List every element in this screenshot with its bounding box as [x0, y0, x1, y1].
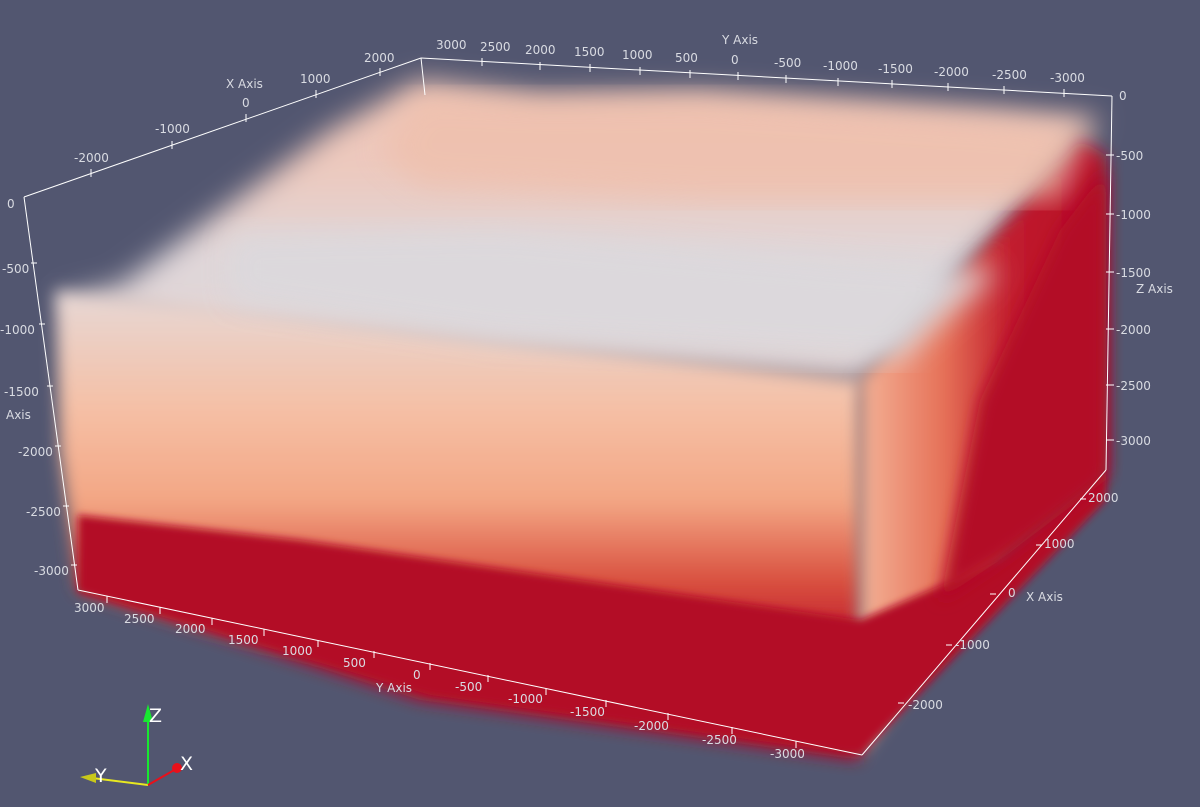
tick-label: -3000: [1116, 434, 1151, 448]
tick-label: 0: [413, 668, 421, 682]
tick-label: 0: [1008, 586, 1016, 600]
tick-label: -2500: [26, 505, 61, 519]
y-axis-title-bottom: Y Axis: [375, 681, 412, 695]
tick-label: 1500: [574, 45, 605, 59]
orientation-x-axis: [147, 768, 177, 786]
tick-label: -1500: [570, 705, 605, 719]
tick-label: -1000: [155, 122, 190, 136]
orientation-z-label: Z: [149, 705, 162, 727]
tick-label: -500: [774, 56, 801, 70]
axis-ticks: [31, 58, 1114, 748]
tick-label: 2000: [364, 51, 395, 65]
box-edge-back-vertical: [420, 57, 426, 96]
orientation-x-label: X: [180, 753, 193, 775]
tick-label: -3000: [34, 564, 69, 578]
x-axis-title-right: X Axis: [1026, 590, 1063, 604]
volume-top-warm-band: [380, 95, 1090, 200]
tick-label: -1500: [1116, 266, 1151, 280]
box-edge-bottom-right: [861, 469, 1107, 756]
orientation-y-axis: [91, 777, 149, 786]
tick-label: -2000: [934, 65, 969, 79]
box-edge-top-back: [420, 57, 1113, 97]
tick-label: -500: [1116, 149, 1143, 163]
y-axis-title-top: Y Axis: [721, 33, 758, 47]
tick-label: 2000: [525, 43, 556, 57]
tick-label: -2000: [908, 698, 943, 712]
tick-label: 2000: [175, 622, 206, 636]
right-x-axis-labels: 2000 1000 0 -1000 -2000 X Axis: [908, 491, 1119, 712]
z-axis-title-left: Axis: [6, 408, 31, 422]
tick-label: 1000: [622, 48, 653, 62]
volume-bottom-solid: [78, 470, 1106, 755]
tick-label: 0: [7, 197, 15, 211]
orientation-z-arrowhead: [143, 704, 153, 722]
orientation-y-arrowhead: [80, 773, 96, 783]
box-edge-bottom-front: [77, 589, 863, 756]
tick-label: -2000: [1116, 323, 1151, 337]
tick-label: 0: [731, 53, 739, 67]
tick-label: -2500: [702, 733, 737, 747]
tick-label: -1500: [4, 385, 39, 399]
bottom-y-axis-labels: 3000 2500 2000 1500 1000 500 0 -500 -100…: [74, 601, 805, 761]
tick-label: 0: [242, 96, 250, 110]
tick-label: -2000: [18, 445, 53, 459]
tick-label: -1000: [823, 59, 858, 73]
tick-label: 500: [343, 656, 366, 670]
left-z-axis-labels: 0 -500 -1000 -1500 -2000 -2500 -3000 Axi…: [0, 197, 69, 578]
tick-label: -1500: [878, 62, 913, 76]
tick-label: 2500: [480, 40, 511, 54]
volume-top-pale-center: [230, 230, 1000, 360]
tick-label: -3000: [770, 747, 805, 761]
top-x-axis-labels: -2000 -1000 0 1000 2000 X Axis: [74, 51, 395, 165]
tick-label: 2000: [1088, 491, 1119, 505]
tick-label: -3000: [1050, 71, 1085, 85]
tick-label: -2500: [1116, 379, 1151, 393]
tick-label: -2000: [634, 719, 669, 733]
volume-right-solid: [940, 170, 1106, 600]
tick-label: -1000: [1116, 208, 1151, 222]
tick-label: 2500: [124, 612, 155, 626]
orientation-axes-widget[interactable]: Z Y X: [80, 704, 193, 787]
z-axis-title-right: Z Axis: [1136, 282, 1173, 296]
tick-label: 500: [675, 51, 698, 65]
box-edge-right-vertical: [1105, 95, 1113, 471]
box-edge-top-left: [23, 57, 422, 198]
tick-label: 1000: [282, 644, 313, 658]
orientation-x-tip: [172, 763, 182, 773]
tick-label: -2500: [992, 68, 1027, 82]
volume-render: [55, 80, 1106, 760]
tick-label: 3000: [436, 38, 467, 52]
tick-label: -500: [455, 680, 482, 694]
tick-label: 1500: [228, 633, 259, 647]
tick-label: 3000: [74, 601, 105, 615]
tick-label: 1000: [300, 72, 331, 86]
tick-label: -2000: [74, 151, 109, 165]
right-z-axis-labels: 0 -500 -1000 -1500 -2000 -2500 -3000 Z A…: [1116, 89, 1173, 448]
tick-label: -1000: [0, 323, 35, 337]
orientation-y-label: Y: [94, 765, 107, 787]
tick-label: -1000: [508, 692, 543, 706]
bounding-box-outline: [23, 57, 1113, 756]
top-y-axis-labels: 3000 2500 2000 1500 1000 500 0 -500 -100…: [436, 33, 1085, 85]
x-axis-title-top: X Axis: [226, 77, 263, 91]
tick-label: -500: [2, 262, 29, 276]
tick-label: -1000: [955, 638, 990, 652]
tick-label: 1000: [1044, 537, 1075, 551]
tick-label: 0: [1119, 89, 1127, 103]
